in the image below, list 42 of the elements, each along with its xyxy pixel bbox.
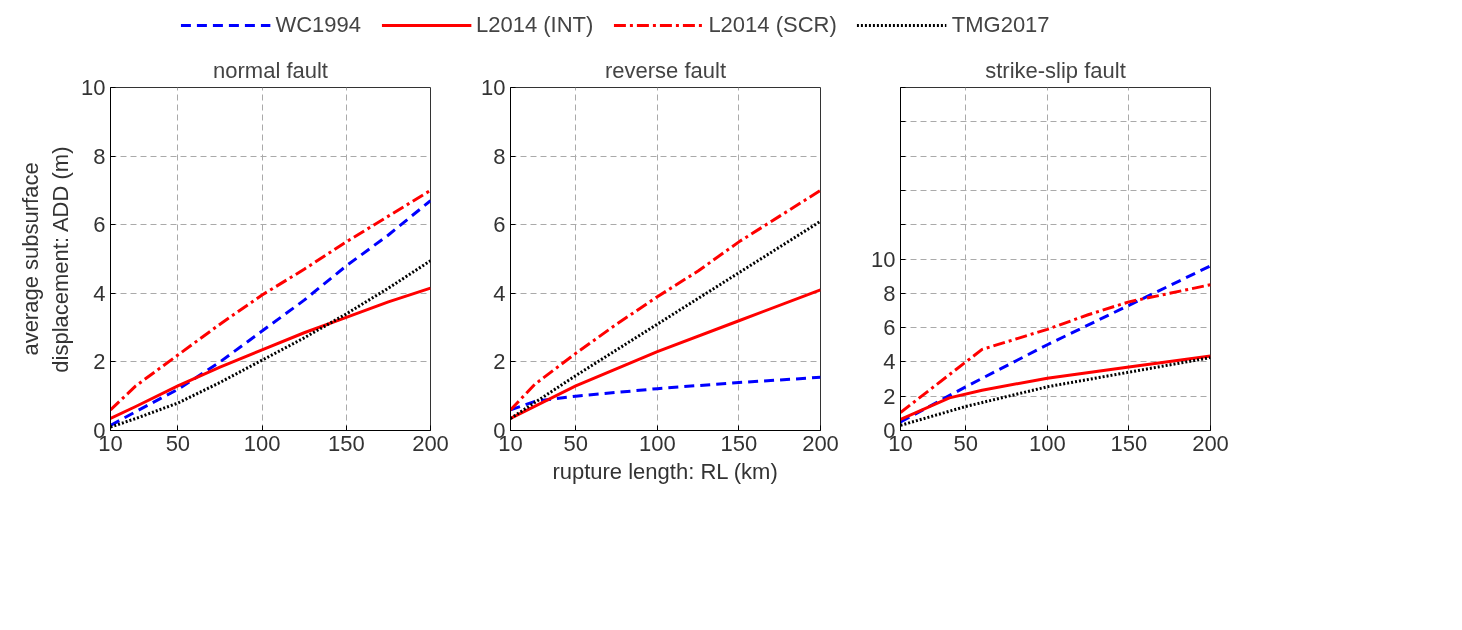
y-tick-label: 2 (93, 349, 106, 375)
x-tick-label: 200 (802, 430, 839, 456)
y-tick-label: 6 (493, 212, 506, 238)
y-axis-title: average subsurface displacement: ADD (m) (18, 146, 74, 373)
line-series (510, 188, 821, 412)
x-tick-label: 50 (165, 430, 191, 456)
y-tick-label: 4 (493, 280, 506, 306)
legend-label: L2014 (INT) (475, 12, 594, 38)
legend-label: WC1994 (275, 12, 361, 38)
y-tick-label: 10 (871, 246, 896, 272)
y-tick-label: 8 (883, 280, 896, 306)
y-tick-label: 2 (493, 349, 506, 375)
x-tick-label: 100 (1028, 430, 1066, 456)
line-series (900, 264, 1211, 424)
legend-label: TMG2017 (951, 12, 1050, 38)
chart-title: reverse fault (604, 57, 727, 83)
y-tick-label: 8 (493, 143, 506, 169)
legend-label: L2014 (SCR) (708, 12, 837, 38)
x-tick-label: 200 (412, 430, 449, 456)
y-tick-label: 10 (81, 75, 106, 100)
x-tick-label: 100 (243, 430, 281, 456)
y-tick-label: 6 (883, 315, 896, 341)
x-tick-label: 150 (1110, 430, 1148, 456)
y-tick-label: 6 (93, 212, 106, 238)
line-series (510, 375, 821, 412)
y-tick-label: 4 (883, 349, 896, 375)
y-tick-label: 8 (93, 143, 106, 169)
chart-title: normal fault (213, 57, 328, 83)
y-tick-label: 10 (481, 75, 506, 100)
chart-title: strike-slip fault (985, 57, 1126, 83)
x-tick-label: 150 (327, 430, 365, 456)
line-series (110, 286, 431, 420)
x-tick-label: 100 (638, 430, 676, 456)
y-tick-label: 4 (93, 280, 106, 306)
line-series (510, 288, 821, 420)
x-tick-label: 200 (1192, 430, 1229, 456)
x-axis-title: rupture length: RL (km) (552, 458, 778, 484)
x-tick-label: 50 (953, 430, 979, 456)
y-tick-label: 2 (883, 383, 896, 409)
line-series (900, 283, 1211, 414)
x-tick-label: 50 (563, 430, 589, 456)
x-tick-label: 150 (720, 430, 758, 456)
